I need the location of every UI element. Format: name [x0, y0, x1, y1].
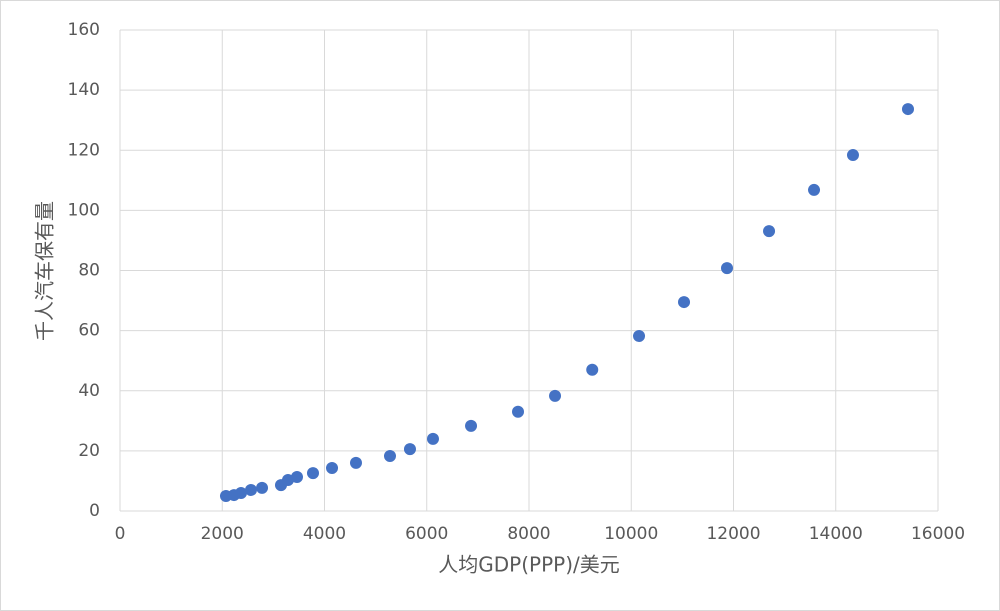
data-point [326, 462, 339, 475]
x-tick-label: 0 [115, 524, 126, 544]
data-point [633, 330, 646, 343]
data-point [244, 483, 257, 496]
data-point [586, 363, 599, 376]
data-point [901, 103, 914, 116]
data-point [549, 389, 562, 402]
x-tick-label: 4000 [303, 524, 346, 544]
data-point [349, 456, 362, 469]
data-point [290, 471, 303, 484]
y-tick-label: 40 [78, 381, 100, 401]
data-point [721, 262, 734, 275]
data-point [465, 419, 478, 432]
data-point [306, 467, 319, 480]
x-tick-label: 10000 [604, 524, 658, 544]
y-tick-label: 20 [78, 441, 100, 461]
data-point [763, 225, 776, 238]
y-tick-label: 60 [78, 321, 100, 341]
data-point [235, 486, 248, 499]
data-point [256, 481, 269, 494]
data-point [403, 443, 416, 456]
x-axis-title: 人均GDP(PPP)/美元 [438, 553, 619, 577]
x-tick-label: 14000 [809, 524, 863, 544]
x-tick-label: 8000 [507, 524, 550, 544]
data-point [383, 449, 396, 462]
y-tick-label: 120 [68, 140, 100, 160]
y-tick-label: 80 [78, 261, 100, 281]
y-tick-label: 100 [68, 200, 100, 220]
y-axis-title: 千人汽车保有量 [33, 201, 57, 341]
y-tick-label: 140 [68, 80, 100, 100]
data-point [846, 149, 859, 162]
x-tick-label: 16000 [911, 524, 965, 544]
y-tick-label: 0 [89, 501, 100, 521]
data-point [512, 405, 525, 418]
x-tick-label: 12000 [706, 524, 760, 544]
data-point [808, 183, 821, 196]
x-tick-label: 6000 [405, 524, 448, 544]
data-point [426, 432, 439, 445]
x-tick-label: 2000 [201, 524, 244, 544]
data-point [678, 296, 691, 309]
y-tick-label: 160 [68, 20, 100, 40]
